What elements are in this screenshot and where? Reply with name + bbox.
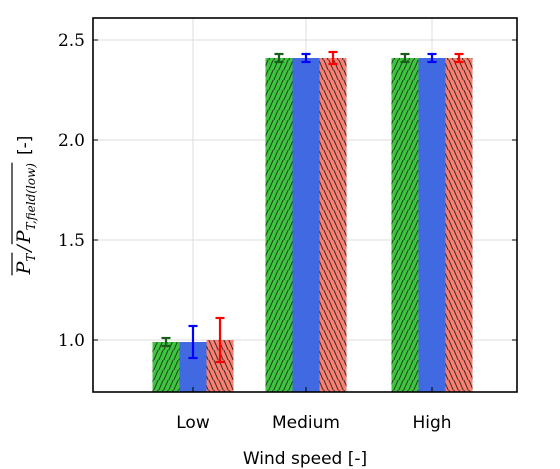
y-axis-title: PT/PT,field(low)[-] xyxy=(11,136,38,276)
bar-hatch xyxy=(391,58,419,392)
x-tick-label: Medium xyxy=(272,413,340,433)
bar xyxy=(292,58,320,392)
ylabel-numerator-sub: T xyxy=(24,253,38,262)
bar xyxy=(418,58,446,392)
bar-hatch xyxy=(445,58,473,392)
x-axis-title: Wind speed [-] xyxy=(243,449,367,469)
y-tick-label: 2.5 xyxy=(58,31,85,51)
svg-text:PT/PT,field(low)[-]: PT/PT,field(low)[-] xyxy=(13,136,38,276)
error-bars xyxy=(161,50,464,364)
bar-hatch xyxy=(265,58,293,392)
y-tick-labels: 1.0 1.5 2.0 2.5 xyxy=(58,31,517,351)
y-tick-label: 1.5 xyxy=(58,231,85,251)
plot-frame xyxy=(92,17,518,393)
y-tick-label: 2.0 xyxy=(58,131,85,151)
x-tick-label: Low xyxy=(176,413,210,433)
ylabel-numerator: P xyxy=(13,260,35,275)
bars xyxy=(152,58,473,392)
x-tick-label: High xyxy=(412,413,451,433)
ylabel-denominator-sub: T,field(low) xyxy=(24,163,38,231)
bar-hatch xyxy=(319,58,347,392)
bar-hatch xyxy=(152,342,180,392)
ylabel-denominator: P xyxy=(13,229,35,244)
y-tick-label: 1.0 xyxy=(58,331,85,351)
x-tick-labels: Low Medium High xyxy=(176,387,452,433)
ylabel-unit: [-] xyxy=(15,136,35,155)
ylabel-slash: / xyxy=(13,244,35,254)
